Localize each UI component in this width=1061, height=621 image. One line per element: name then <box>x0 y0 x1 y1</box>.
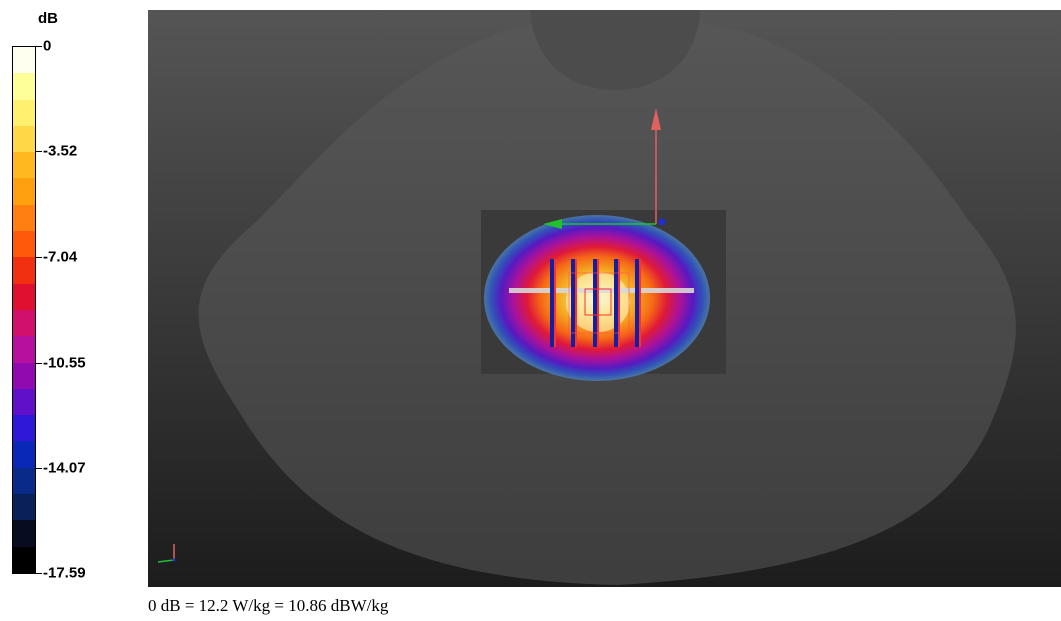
colorbar-swatch <box>13 336 35 363</box>
legend-tick-label: -17.59 <box>43 564 86 582</box>
colorbar-swatch <box>13 47 35 74</box>
legend-tick-mark <box>36 151 42 152</box>
zoom-scan-box-outer <box>568 272 630 334</box>
viewport-scene <box>157 10 1016 585</box>
legend-tick-mark <box>36 468 42 469</box>
phantom-head <box>530 10 700 90</box>
colorbar-swatch <box>13 178 35 205</box>
probe-line-horizontal <box>509 288 694 293</box>
colorbar-swatch <box>13 125 35 153</box>
3d-viewport[interactable] <box>148 10 1061 587</box>
colorbar-swatch <box>13 441 35 468</box>
colorbar-scale <box>12 46 36 574</box>
colorbar-swatch <box>13 546 35 573</box>
colorbar-swatch <box>13 494 35 521</box>
colorbar-swatch <box>13 257 35 284</box>
legend-tick-label: -3.52 <box>43 142 78 160</box>
colorbar-swatch <box>13 362 35 389</box>
colorbar-swatch <box>13 283 35 310</box>
legend-tick-label: -10.55 <box>43 354 86 372</box>
colorbar-swatch <box>13 467 35 495</box>
colorbar-swatch <box>13 388 35 416</box>
legend-tick-mark <box>36 573 42 574</box>
legend-tick-label: -7.04 <box>43 248 78 266</box>
legend-tick-label: -14.07 <box>43 459 86 477</box>
legend-tick-label: 0 <box>43 37 52 55</box>
colorbar-swatch <box>13 520 35 547</box>
legend-tick-mark <box>36 363 42 364</box>
legend-tick-mark <box>36 46 42 47</box>
colorbar-swatch <box>13 204 35 232</box>
antenna-stripes <box>550 259 641 347</box>
colorbar-swatch <box>13 152 35 179</box>
colorbar-swatch <box>13 309 35 337</box>
zoom-scan-box <box>584 288 612 316</box>
axis-gizmo <box>157 544 176 563</box>
scene-axes <box>543 108 666 229</box>
sar-reference-caption: 0 dB = 12.2 W/kg = 10.86 dBW/kg <box>148 596 389 615</box>
colorbar-swatch <box>13 73 35 100</box>
colorbar-legend: dB 0 -3.52 -7.04 -10.55 -14.07 -17.59 <box>0 0 140 600</box>
legend-unit-label: dB <box>38 10 58 27</box>
legend-tick-mark <box>36 257 42 258</box>
colorbar-swatch <box>13 415 35 442</box>
colorbar-swatch <box>13 231 35 258</box>
colorbar-swatch <box>13 99 35 126</box>
